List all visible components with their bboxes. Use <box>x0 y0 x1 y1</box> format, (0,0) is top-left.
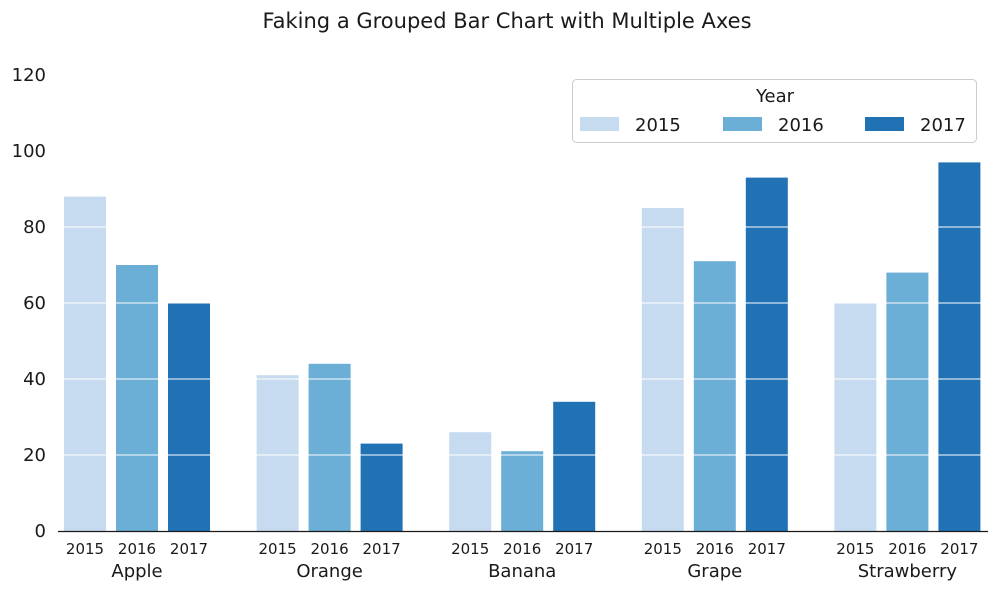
legend-swatch-2016 <box>723 117 762 131</box>
bar-banana-2015 <box>449 432 492 531</box>
bar-apple-2015 <box>64 196 106 531</box>
bar-apple-2016 <box>116 265 158 531</box>
x-tick-label: 2017 <box>555 540 593 558</box>
y-axis: 0 20 40 60 80 100 120 <box>12 65 46 542</box>
legend-label: 2017 <box>920 115 966 136</box>
x-tick-label: 2015 <box>451 540 489 558</box>
x-tick-label: 2015 <box>836 540 874 558</box>
category-label: Strawberry <box>858 561 958 582</box>
bar-grape-2017 <box>745 177 788 531</box>
y-tick-label: 40 <box>23 369 46 390</box>
legend-title: Year <box>755 86 795 107</box>
x-tick-label: 2015 <box>66 540 104 558</box>
bar-strawberry-2015 <box>834 303 877 531</box>
x-tick-label: 2017 <box>748 540 786 558</box>
bar-strawberry-2016 <box>886 272 929 531</box>
x-tick-label: 2016 <box>503 540 541 558</box>
y-tick-label: 0 <box>35 521 46 542</box>
x-tick-label: 2017 <box>363 540 401 558</box>
x-tick-label: 2016 <box>311 540 349 558</box>
legend-items: 2015 2016 2017 <box>580 115 966 136</box>
category-label: Apple <box>111 561 162 582</box>
x-tick-label: 2016 <box>888 540 926 558</box>
category-label: Banana <box>488 561 556 582</box>
x-tick-label: 2015 <box>644 540 682 558</box>
bar-grape-2015 <box>641 208 684 531</box>
x-tick-label: 2017 <box>170 540 208 558</box>
y-tick-label: 80 <box>23 217 46 238</box>
bar-orange-2016 <box>308 363 351 531</box>
x-tick-label: 2016 <box>696 540 734 558</box>
bar-orange-2017 <box>360 443 403 531</box>
x-tick-label: 2017 <box>940 540 978 558</box>
y-tick-label: 100 <box>12 141 46 162</box>
bars <box>64 162 981 531</box>
x-tick-label: 2015 <box>259 540 297 558</box>
gridlines <box>58 150 988 456</box>
chart-title: Faking a Grouped Bar Chart with Multiple… <box>262 9 751 33</box>
legend: Year 2015 2016 2017 <box>572 79 977 143</box>
bar-apple-2017 <box>168 303 210 531</box>
bar-orange-2015 <box>256 375 299 531</box>
y-tick-label: 60 <box>23 293 46 314</box>
legend-label: 2016 <box>778 115 824 136</box>
category-label: Grape <box>687 561 742 582</box>
legend-swatch-2017 <box>865 117 904 131</box>
bar-grape-2016 <box>693 261 736 531</box>
category-label: Orange <box>296 561 363 582</box>
bar-banana-2017 <box>553 401 596 531</box>
bar-strawberry-2017 <box>938 162 981 531</box>
y-tick-label: 120 <box>12 65 46 86</box>
legend-label: 2015 <box>635 115 681 136</box>
legend-swatch-2015 <box>580 117 619 131</box>
x-tick-label: 2016 <box>118 540 156 558</box>
y-tick-label: 20 <box>23 445 46 466</box>
bar-banana-2016 <box>501 451 544 531</box>
